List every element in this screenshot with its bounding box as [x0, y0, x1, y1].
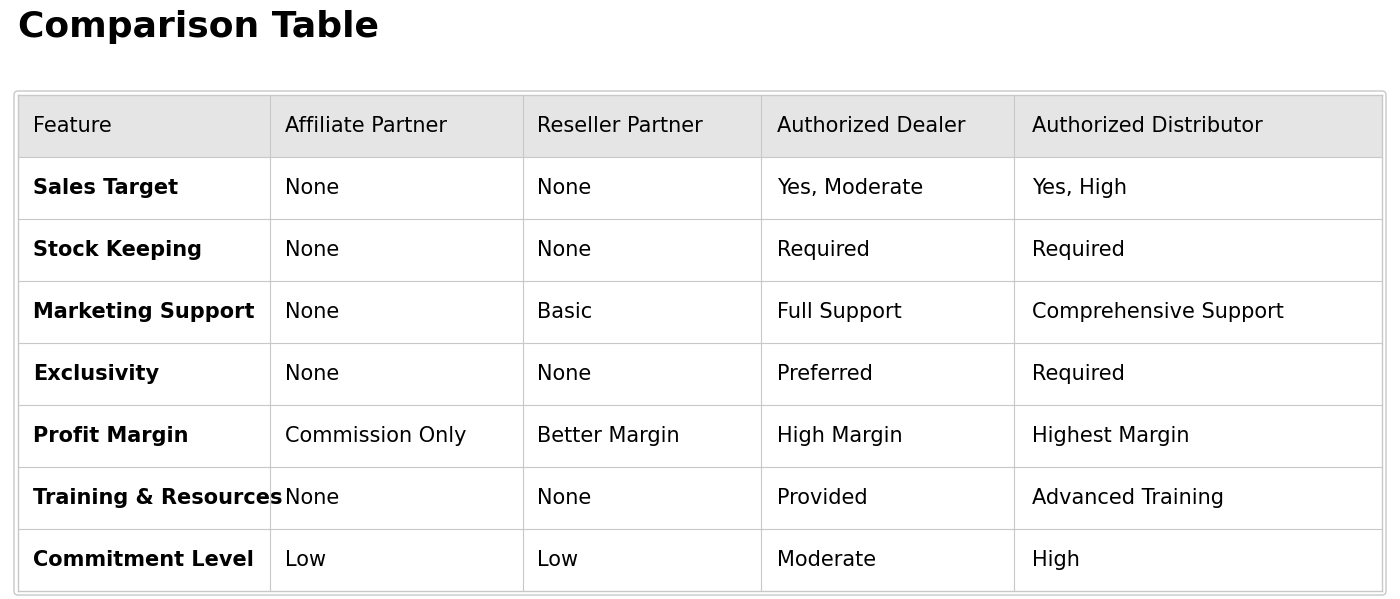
- Text: Full Support: Full Support: [777, 302, 902, 322]
- Text: Commission Only: Commission Only: [286, 426, 468, 446]
- Text: Commitment Level: Commitment Level: [34, 550, 253, 570]
- Text: None: None: [538, 240, 591, 260]
- Text: Comprehensive Support: Comprehensive Support: [1032, 302, 1284, 322]
- Text: Required: Required: [777, 240, 869, 260]
- Text: Low: Low: [286, 550, 326, 570]
- Bar: [18, 219, 1382, 281]
- Text: Better Margin: Better Margin: [538, 426, 679, 446]
- Bar: [18, 343, 1382, 405]
- Text: None: None: [286, 302, 340, 322]
- Text: Exclusivity: Exclusivity: [34, 364, 160, 384]
- Text: Yes, High: Yes, High: [1032, 178, 1127, 198]
- Text: Highest Margin: Highest Margin: [1032, 426, 1189, 446]
- Bar: [18, 529, 1382, 591]
- Bar: [18, 95, 1382, 157]
- Text: None: None: [286, 488, 340, 508]
- Text: Basic: Basic: [538, 302, 592, 322]
- Text: Affiliate Partner: Affiliate Partner: [286, 116, 448, 136]
- Bar: [18, 467, 1382, 529]
- Text: Provided: Provided: [777, 488, 867, 508]
- Text: Low: Low: [538, 550, 578, 570]
- Text: Reseller Partner: Reseller Partner: [538, 116, 703, 136]
- Text: Yes, Moderate: Yes, Moderate: [777, 178, 923, 198]
- Text: Comparison Table: Comparison Table: [18, 10, 379, 44]
- Text: None: None: [286, 240, 340, 260]
- Text: None: None: [538, 178, 591, 198]
- Text: Marketing Support: Marketing Support: [34, 302, 255, 322]
- Bar: [18, 405, 1382, 467]
- Text: High: High: [1032, 550, 1079, 570]
- Text: None: None: [538, 364, 591, 384]
- Text: Training & Resources: Training & Resources: [34, 488, 283, 508]
- Text: None: None: [286, 364, 340, 384]
- Text: Feature: Feature: [34, 116, 112, 136]
- Text: None: None: [538, 488, 591, 508]
- Text: Advanced Training: Advanced Training: [1032, 488, 1224, 508]
- Text: Authorized Distributor: Authorized Distributor: [1032, 116, 1263, 136]
- Text: Required: Required: [1032, 364, 1124, 384]
- Text: Preferred: Preferred: [777, 364, 872, 384]
- Text: Moderate: Moderate: [777, 550, 875, 570]
- Text: Required: Required: [1032, 240, 1124, 260]
- Text: None: None: [286, 178, 340, 198]
- Text: High Margin: High Margin: [777, 426, 902, 446]
- Bar: [18, 281, 1382, 343]
- Text: Authorized Dealer: Authorized Dealer: [777, 116, 965, 136]
- Text: Stock Keeping: Stock Keeping: [34, 240, 202, 260]
- FancyBboxPatch shape: [14, 91, 1386, 595]
- Bar: [18, 157, 1382, 219]
- Text: Profit Margin: Profit Margin: [34, 426, 189, 446]
- Text: Sales Target: Sales Target: [34, 178, 178, 198]
